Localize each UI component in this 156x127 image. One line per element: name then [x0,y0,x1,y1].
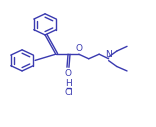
Text: H: H [65,80,71,89]
Text: Cl: Cl [65,88,74,97]
Text: O: O [75,44,82,53]
Text: N: N [105,50,112,59]
Text: O: O [64,69,71,78]
